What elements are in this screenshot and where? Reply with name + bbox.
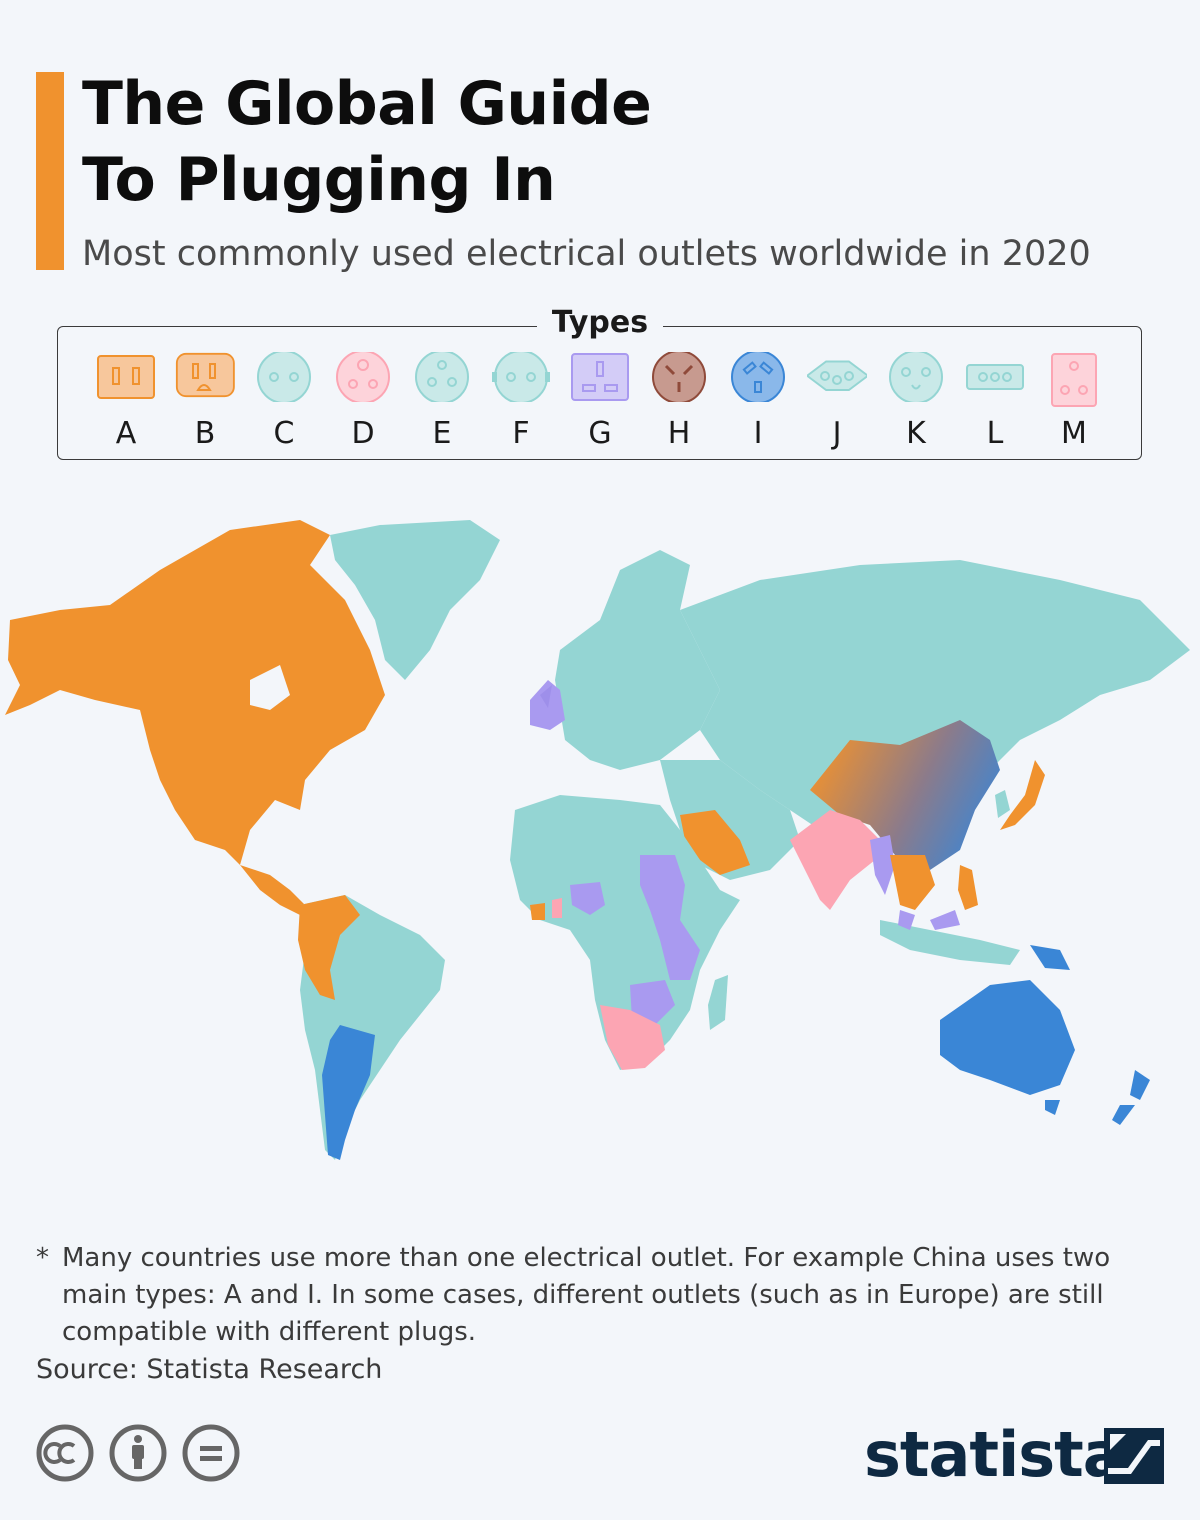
attribution-icon[interactable] [109,1424,167,1482]
legend-label-g: G [588,416,612,451]
region-papua-new-guinea [1030,945,1070,970]
legend-item-m: M [1039,352,1109,452]
legend-item-c: C [249,352,319,452]
outlet-g-icon [571,353,629,401]
statista-mark-icon [1104,1428,1164,1484]
region-southern-africa-m [600,1005,665,1070]
legend-label-d: D [351,416,375,451]
region-argentina [322,1025,375,1160]
legend-label-a: A [115,416,137,451]
legend-label-i: I [753,416,763,451]
brand-name: statista [864,1418,1125,1491]
region-indonesia [880,920,1020,965]
legend-item-d: D [328,352,398,452]
page-title: The Global Guide To Plugging In [82,66,652,218]
footnote: * Many countries use more than one elect… [36,1240,1146,1351]
legend-label-l: L [986,416,1004,451]
legend-item-j: J [802,352,872,452]
outlet-j-icon [807,360,867,391]
region-philippines [958,865,978,910]
outlet-d-icon [336,352,390,402]
outlet-k-icon [889,352,943,402]
legend-label-f: F [512,416,530,451]
legend-item-e: E [407,352,477,452]
legend-label-c: C [273,416,295,451]
source-text: Source: Statista Research [36,1354,383,1385]
world-map [5,520,1190,1160]
region-myanmar [870,835,895,895]
legend-item-g: G [565,352,635,452]
cc-icon[interactable] [36,1424,94,1482]
legend-label-m: M [1061,416,1087,451]
legend-label-e: E [432,416,452,451]
legend-item-l: L [960,352,1030,452]
legend-label-j: J [832,416,842,451]
legend-label-b: B [194,416,216,451]
title-accent-bar [36,72,64,270]
outlet-e-icon [415,352,469,402]
outlet-h-icon [652,352,706,402]
region-west-africa-g [570,882,605,915]
region-australia [940,980,1075,1095]
legend-item-i: I [723,352,793,452]
region-madagascar [708,975,728,1030]
region-japan [1000,760,1045,830]
outlet-a-icon [97,355,155,399]
outlet-i-icon [731,352,785,402]
region-east-africa-g [640,855,700,980]
region-china [810,720,1000,870]
region-india [790,810,880,910]
legend-label-h: H [667,416,691,451]
legend-item-k: K [881,352,951,452]
region-greenland [330,520,500,680]
region-central-america [240,865,305,915]
legend-item-a: A [91,352,161,452]
region-zambia-zimbabwe-g [630,980,675,1025]
legend-item-f: F [486,352,556,452]
region-new-zealand [1130,1070,1150,1100]
page-subtitle: Most commonly used electrical outlets wo… [82,234,1091,274]
region-africa [510,795,740,1070]
no-derivatives-icon[interactable] [182,1424,240,1482]
region-colombia-venezuela-peru [298,895,360,1000]
outlet-m-icon [1051,353,1097,407]
region-north-america [5,520,385,865]
legend-item-b: B [170,352,240,452]
outlet-b-icon [175,352,235,398]
legend-item-h: H [644,352,714,452]
region-russia-asia [680,560,1190,830]
title-line-2: To Plugging In [82,145,556,215]
region-uk [530,680,565,730]
legend-label-k: K [906,416,926,451]
region-indochina [890,855,935,910]
footnote-text: Many countries use more than one electri… [62,1243,1111,1347]
footnote-star: * [36,1243,49,1273]
legend-title: Types [537,303,663,343]
outlet-l-icon [966,364,1024,390]
outlet-f-icon [492,352,550,402]
region-saudi-arabia [680,810,750,875]
outlet-c-icon [257,352,311,402]
region-europe [555,600,720,770]
title-line-1: The Global Guide [82,69,652,139]
